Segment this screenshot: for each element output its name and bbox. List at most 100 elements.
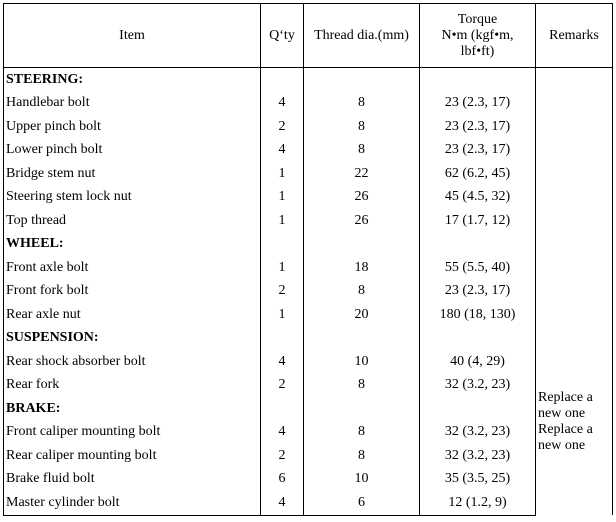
thread-cell <box>303 67 420 92</box>
qty-cell <box>260 232 304 256</box>
section-label: SUSPENSION: <box>3 326 261 350</box>
header-torque: Torque N•m (kgf•m, lbf•ft) <box>419 3 536 68</box>
item-cell: Rear shock absorber bolt <box>3 350 261 374</box>
qty-cell: 2 <box>260 115 304 139</box>
header-thread-dia: Thread dia.(mm) <box>303 3 420 68</box>
header-item: Item <box>3 3 261 68</box>
thread-cell: 8 <box>303 91 420 115</box>
header-row: Item Q‘ty Thread dia.(mm) Torque N•m (kg… <box>3 3 613 68</box>
qty-cell: 1 <box>260 162 304 186</box>
qty-cell: 2 <box>260 373 304 397</box>
thread-cell: 8 <box>303 373 420 397</box>
qty-cell: 2 <box>260 444 304 468</box>
table-row: Brake fluid bolt 6 10 35 (3.5, 25) <box>3 467 613 491</box>
remark-text: Replace a new one <box>538 422 593 453</box>
qty-cell: 4 <box>260 491 304 516</box>
thread-cell: 26 <box>303 185 420 209</box>
table-row: Rear fork 2 8 32 (3.2, 23) <box>3 373 613 397</box>
qty-cell <box>260 67 304 92</box>
qty-cell: 6 <box>260 467 304 491</box>
torque-cell: 23 (2.3, 17) <box>419 91 536 115</box>
thread-cell: 8 <box>303 279 420 303</box>
thread-cell <box>303 397 420 421</box>
thread-cell: 8 <box>303 138 420 162</box>
header-torque-line2: N•m (kgf•m, <box>441 27 514 43</box>
table-row: Lower pinch bolt 4 8 23 (2.3, 17) <box>3 138 613 162</box>
item-cell: Steering stem lock nut <box>3 185 261 209</box>
item-cell: Bridge stem nut <box>3 162 261 186</box>
table-row: Upper pinch bolt 2 8 23 (2.3, 17) <box>3 115 613 139</box>
table-row: Front axle bolt 1 18 55 (5.5, 40) <box>3 256 613 280</box>
section-label: STEERING: <box>3 67 261 92</box>
table-row: Bridge stem nut 1 22 62 (6.2, 45) <box>3 162 613 186</box>
header-torque-line3: lbf•ft) <box>460 43 495 59</box>
table-row: Master cylinder bolt 4 6 12 (1.2, 9) <box>3 491 613 516</box>
torque-cell: 180 (18, 130) <box>419 303 536 327</box>
torque-cell: 55 (5.5, 40) <box>419 256 536 280</box>
table-row: Front caliper mounting bolt 4 8 32 (3.2, 23… <box>3 420 613 444</box>
section-row: SUSPENSION: <box>3 326 613 350</box>
table-row: Top thread 1 26 17 (1.7, 12) <box>3 209 613 233</box>
section-row: WHEEL: <box>3 232 613 256</box>
item-cell: Handlebar bolt <box>3 91 261 115</box>
torque-cell: 17 (1.7, 12) <box>419 209 536 233</box>
table-row: Rear axle nut 1 20 180 (18, 130) <box>3 303 613 327</box>
qty-cell <box>260 326 304 350</box>
torque-cell: 45 (4.5, 32) <box>419 185 536 209</box>
item-cell: Master cylinder bolt <box>3 491 261 516</box>
item-cell: Rear axle nut <box>3 303 261 327</box>
remark-text: Replace a new one <box>538 390 593 421</box>
torque-cell: 23 (2.3, 17) <box>419 279 536 303</box>
torque-cell: 23 (2.3, 17) <box>419 115 536 139</box>
section-label: WHEEL: <box>3 232 261 256</box>
qty-cell: 4 <box>260 91 304 115</box>
item-cell: Upper pinch bolt <box>3 115 261 139</box>
header-qty: Q‘ty <box>260 3 304 68</box>
torque-cell <box>419 397 536 421</box>
qty-cell: 4 <box>260 420 304 444</box>
torque-cell: 32 (3.2, 23) <box>419 420 536 444</box>
item-cell: Rear fork <box>3 373 261 397</box>
section-row: BRAKE: <box>3 397 613 421</box>
thread-cell <box>303 232 420 256</box>
item-cell: Front fork bolt <box>3 279 261 303</box>
item-cell: Rear caliper mounting bolt <box>3 444 261 468</box>
torque-cell: 40 (4, 29) <box>419 350 536 374</box>
section-row: STEERING: Replace a new one Replace a new … <box>3 67 613 515</box>
item-cell: Brake fluid bolt <box>3 467 261 491</box>
qty-cell: 1 <box>260 256 304 280</box>
thread-cell: 8 <box>303 444 420 468</box>
torque-cell <box>419 326 536 350</box>
table-body: STEERING: Replace a new one Replace a new … <box>3 67 613 516</box>
table-row: Steering stem lock nut 1 26 45 (4.5, 32) <box>3 185 613 209</box>
item-cell: Top thread <box>3 209 261 233</box>
thread-cell: 26 <box>303 209 420 233</box>
table-row: Handlebar bolt 4 8 23 (2.3, 17) <box>3 91 613 115</box>
header-torque-line1: Torque <box>457 11 498 27</box>
remarks-cell: Replace a new one Replace a new one <box>535 67 613 515</box>
torque-cell: 32 (3.2, 23) <box>419 373 536 397</box>
thread-cell: 10 <box>303 350 420 374</box>
thread-cell <box>303 326 420 350</box>
torque-cell: 35 (3.5, 25) <box>419 467 536 491</box>
qty-cell: 1 <box>260 185 304 209</box>
section-label: BRAKE: <box>3 397 261 421</box>
thread-cell: 8 <box>303 115 420 139</box>
table-row: Front fork bolt 2 8 23 (2.3, 17) <box>3 279 613 303</box>
thread-cell: 18 <box>303 256 420 280</box>
thread-cell: 22 <box>303 162 420 186</box>
qty-cell: 1 <box>260 303 304 327</box>
qty-cell: 4 <box>260 138 304 162</box>
torque-cell: 23 (2.3, 17) <box>419 138 536 162</box>
table-row: Rear caliper mounting bolt 2 8 32 (3.2, 23) <box>3 444 613 468</box>
torque-cell: 12 (1.2, 9) <box>419 491 536 516</box>
remarks-spacer <box>536 68 612 390</box>
header-remarks: Remarks <box>535 3 613 68</box>
item-cell: Front caliper mounting bolt <box>3 420 261 444</box>
torque-cell: 62 (6.2, 45) <box>419 162 536 186</box>
qty-cell: 1 <box>260 209 304 233</box>
torque-cell <box>419 67 536 92</box>
qty-cell: 2 <box>260 279 304 303</box>
torque-spec-table: Item Q‘ty Thread dia.(mm) Torque N•m (kg… <box>3 3 613 516</box>
table-row: Rear shock absorber bolt 4 10 40 (4, 29) <box>3 350 613 374</box>
